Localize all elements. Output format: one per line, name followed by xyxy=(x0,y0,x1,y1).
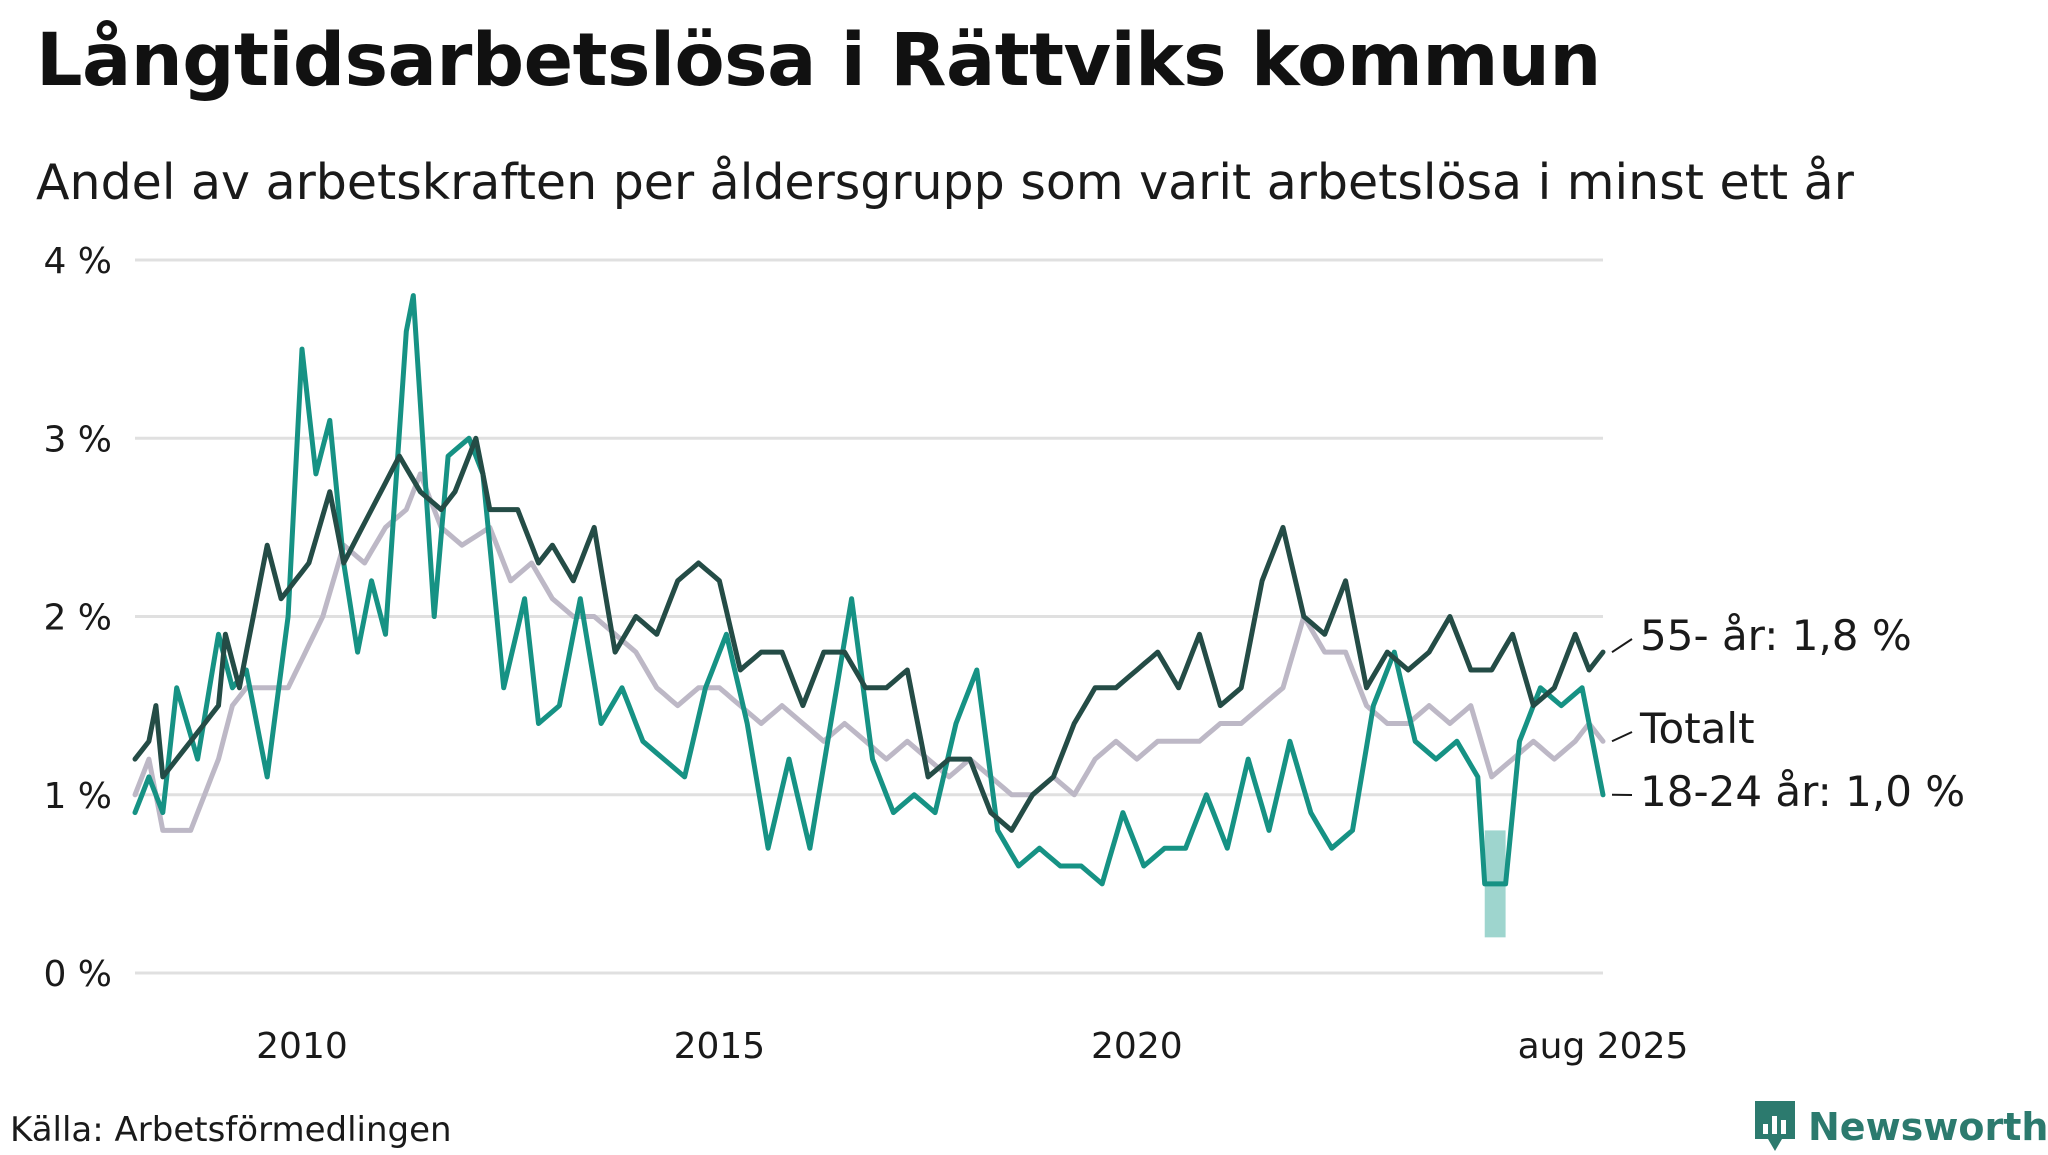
end-labels: 55- år: 1,8 % Totalt 18-24 år: 1,0 % xyxy=(1612,611,1965,816)
leader-line-age_55_plus xyxy=(1612,639,1632,652)
y-tick-label: 2 % xyxy=(43,598,112,639)
end-label-age_55_plus: 55- år: 1,8 % xyxy=(1640,611,1912,660)
y-tick-label: 4 % xyxy=(43,241,112,282)
brand-name: Newsworthy xyxy=(1808,1105,2048,1149)
end-label-total: Totalt xyxy=(1639,704,1755,753)
newsworthy-logo[interactable]: Newsworthy xyxy=(1752,1099,2048,1155)
x-tick-label: aug 2025 xyxy=(1518,1026,1689,1067)
x-axis-ticks: 2010 2015 2020 aug 2025 xyxy=(256,1026,1688,1067)
source-note: Källa: Arbetsförmedlingen xyxy=(10,1110,452,1150)
bar-chart-speech-bubble-icon xyxy=(1752,1099,1798,1155)
x-tick-label: 2015 xyxy=(674,1026,766,1067)
y-tick-label: 0 % xyxy=(43,954,112,995)
grid-lines xyxy=(135,260,1603,973)
y-tick-label: 3 % xyxy=(43,419,112,460)
x-tick-label: 2010 xyxy=(256,1026,348,1067)
x-tick-label: 2020 xyxy=(1091,1026,1183,1067)
y-tick-label: 1 % xyxy=(43,776,112,817)
leader-line-total xyxy=(1612,732,1632,741)
y-axis-ticks: 0 % 1 % 2 % 3 % 4 % xyxy=(43,241,112,995)
end-label-age_18_24: 18-24 år: 1,0 % xyxy=(1640,767,1965,816)
